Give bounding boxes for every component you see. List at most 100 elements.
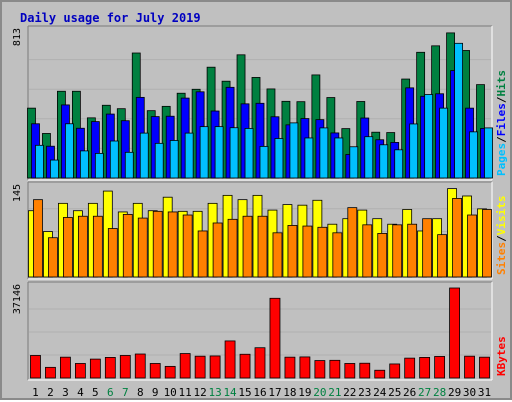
bar-pages-day-16 bbox=[259, 145, 269, 179]
x-tick-label-day-14: 14 bbox=[223, 386, 237, 399]
bar-pages-day-21 bbox=[334, 137, 344, 179]
bar-kbytes-day-29 bbox=[449, 287, 460, 379]
bar-sites-day-16 bbox=[257, 215, 268, 278]
bar-kbytes-day-19 bbox=[299, 356, 311, 379]
bar-sites-day-5 bbox=[92, 215, 103, 278]
bar-kbytes-day-26 bbox=[404, 357, 416, 379]
bar-sites-day-14 bbox=[227, 218, 238, 278]
bar-pages-day-5 bbox=[94, 152, 104, 179]
x-tick-label-day-7: 7 bbox=[122, 386, 129, 399]
bar-sites-day-13 bbox=[212, 222, 223, 278]
bar-kbytes-day-2 bbox=[45, 366, 56, 379]
x-tick-label-day-12: 12 bbox=[194, 386, 207, 399]
bar-pages-day-15 bbox=[244, 128, 254, 179]
bar-sites-day-31 bbox=[482, 209, 492, 278]
bar-kbytes-day-24 bbox=[374, 369, 386, 379]
legend-entry: / bbox=[495, 136, 508, 143]
bar-pages-day-11 bbox=[184, 132, 194, 179]
bar-sites-day-27 bbox=[422, 218, 433, 278]
legend-entry: KBytes bbox=[495, 336, 508, 376]
bar-kbytes-day-9 bbox=[149, 363, 161, 379]
bar-sites-day-15 bbox=[242, 215, 253, 278]
bar-kbytes-day-3 bbox=[60, 356, 71, 379]
bar-kbytes-day-31 bbox=[479, 356, 490, 379]
ymax-label-kbytes: 37146 bbox=[12, 284, 23, 314]
bar-pages-day-28 bbox=[439, 107, 449, 179]
bar-kbytes-day-6 bbox=[104, 357, 116, 379]
bar-kbytes-day-28 bbox=[434, 356, 446, 379]
bar-sites-day-18 bbox=[287, 225, 298, 278]
bar-pages-day-3 bbox=[65, 123, 74, 179]
legend-entry: Sites bbox=[495, 242, 508, 275]
x-tick-label-day-8: 8 bbox=[137, 386, 144, 399]
x-tick-label-day-20: 20 bbox=[313, 386, 326, 399]
bar-kbytes-day-4 bbox=[74, 363, 86, 379]
bar-pages-day-24 bbox=[379, 144, 389, 179]
bar-pages-day-13 bbox=[214, 126, 224, 179]
bar-kbytes-day-7 bbox=[119, 355, 131, 379]
bar-pages-day-23 bbox=[364, 136, 374, 179]
bar-kbytes-day-13 bbox=[209, 355, 221, 379]
bar-sites-day-26 bbox=[407, 223, 418, 278]
bar-sites-day-23 bbox=[362, 224, 373, 278]
bar-kbytes-day-25 bbox=[389, 363, 401, 379]
bar-kbytes-day-18 bbox=[284, 356, 296, 379]
bar-sites-day-22 bbox=[347, 207, 358, 278]
x-tick-label-day-11: 11 bbox=[179, 386, 192, 399]
x-tick-label-day-28: 28 bbox=[433, 386, 446, 399]
bar-pages-day-19 bbox=[304, 137, 314, 179]
bar-kbytes-day-22 bbox=[344, 363, 356, 379]
bar-kbytes-day-14 bbox=[224, 340, 236, 379]
bar-pages-day-18 bbox=[289, 122, 299, 179]
bar-sites-day-25 bbox=[392, 224, 403, 278]
x-tick-label-day-6: 6 bbox=[107, 386, 114, 399]
bar-sites-day-24 bbox=[377, 233, 388, 278]
bar-pages-day-6 bbox=[109, 140, 119, 179]
x-tick-label-day-17: 17 bbox=[268, 386, 281, 399]
bar-sites-day-11 bbox=[182, 214, 193, 278]
bar-pages-day-4 bbox=[79, 150, 89, 179]
bar-sites-day-19 bbox=[302, 225, 313, 278]
bar-kbytes-day-20 bbox=[314, 360, 326, 379]
x-tick-label-day-27: 27 bbox=[418, 386, 431, 399]
bar-kbytes-day-17 bbox=[269, 297, 281, 379]
bar-kbytes-day-16 bbox=[254, 347, 266, 379]
x-tick-label-day-22: 22 bbox=[343, 386, 356, 399]
legend-visits-sites: Sites/Visits bbox=[495, 196, 508, 276]
bar-sites-day-9 bbox=[152, 210, 163, 278]
bar-kbytes-day-1 bbox=[30, 355, 41, 379]
x-tick-label-day-19: 19 bbox=[298, 386, 311, 399]
x-tick-label-day-16: 16 bbox=[253, 386, 266, 399]
bar-pages-day-20 bbox=[319, 127, 329, 179]
bar-sites-day-2 bbox=[48, 237, 58, 278]
bar-sites-day-7 bbox=[122, 213, 133, 278]
bar-sites-day-6 bbox=[107, 228, 118, 278]
bar-sites-day-20 bbox=[317, 226, 328, 278]
x-tick-label-day-31: 31 bbox=[478, 386, 491, 399]
legend-entry: Pages bbox=[495, 143, 508, 176]
x-tick-label-day-1: 1 bbox=[32, 386, 39, 399]
legend-entry: Files bbox=[495, 103, 508, 136]
bar-kbytes-day-30 bbox=[464, 355, 475, 379]
bar-pages-day-14 bbox=[229, 127, 239, 179]
bar-pages-day-31 bbox=[484, 127, 493, 179]
bar-sites-day-30 bbox=[467, 214, 477, 278]
x-tick-label-day-10: 10 bbox=[164, 386, 177, 399]
x-tick-label-day-13: 13 bbox=[208, 386, 221, 399]
bar-kbytes-day-10 bbox=[164, 365, 176, 379]
bar-sites-day-8 bbox=[137, 217, 148, 278]
bar-pages-day-27 bbox=[424, 94, 434, 179]
x-tick-label-day-15: 15 bbox=[238, 386, 251, 399]
bar-kbytes-day-23 bbox=[359, 362, 371, 379]
bar-sites-day-29 bbox=[452, 198, 462, 278]
bar-pages-day-17 bbox=[274, 138, 284, 179]
bar-kbytes-day-5 bbox=[89, 358, 101, 379]
x-tick-label-day-5: 5 bbox=[92, 386, 99, 399]
bar-sites-day-17 bbox=[272, 232, 283, 278]
legend-entry: / bbox=[495, 96, 508, 103]
bar-sites-day-4 bbox=[77, 215, 88, 278]
bar-pages-day-26 bbox=[409, 123, 419, 179]
x-tick-label-day-29: 29 bbox=[448, 386, 461, 399]
ymax-label-hits-files-pages: 813 bbox=[12, 28, 23, 46]
